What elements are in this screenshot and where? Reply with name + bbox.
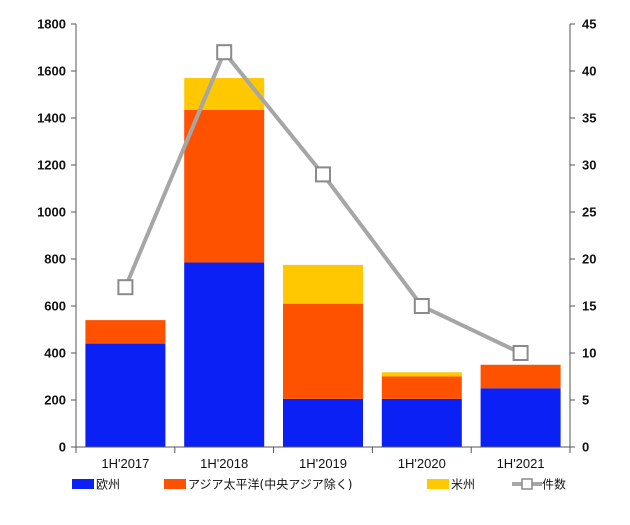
bar-0-2 [283,398,363,447]
count-point-3 [413,298,430,314]
bar-1-2 [283,303,363,399]
tick-label-right: 35 [582,111,596,126]
bar-2-3 [381,372,462,377]
tick-label-right: 40 [582,64,596,79]
tick-label-left: 1200 [37,158,66,173]
tick-label-left: 1800 [37,17,66,32]
bar-1-0 [85,320,166,344]
count-point-1 [216,44,233,61]
tick-label-right: 30 [582,158,596,173]
category-label: 1H'2021 [497,456,545,471]
legend-line-marker [521,478,533,490]
tick-label-left: 1400 [37,111,66,126]
bar-2-2 [283,264,363,304]
legend-label-1: アジア太平洋(中央アジア除く) [188,477,352,492]
legend-label-2: 米州 [451,478,475,492]
tick-label-right: 10 [582,346,596,361]
bar-2-1 [184,78,265,110]
legend-swatch-2 [427,479,449,489]
category-label: 1H'2020 [398,456,446,471]
count-point-0 [117,279,134,296]
bar-0-1 [184,262,265,447]
tick-label-right: 20 [582,252,596,267]
tick-label-right: 5 [582,393,589,408]
category-label: 1H'2019 [299,456,347,471]
legend-swatch-1 [164,479,186,489]
tick-label-right: 15 [582,299,596,314]
bar-0-4 [480,388,561,447]
bars-layer [85,78,561,447]
category-label: 1H'2017 [101,456,149,471]
count-point-2 [315,166,331,183]
tick-label-right: 25 [582,205,596,220]
bar-1-4 [480,364,561,389]
tick-label-left: 400 [44,346,66,361]
bar-1-3 [381,376,462,399]
category-label: 1H'2018 [200,456,248,471]
tick-label-right: 0 [582,440,589,455]
legend-swatch-0 [72,479,94,489]
tick-label-left: 600 [44,299,66,314]
axes-layer: 0 200 400 600 800 1000 1200 1400 1600 1800 0 5 10 15 2… [37,17,596,472]
bar-0-3 [381,398,462,447]
tick-label-left: 800 [44,252,66,267]
legend-label-3: 件数 [542,477,566,492]
bar-0-0 [85,343,166,447]
legend-label-0: 欧州 [96,478,120,492]
legend: 欧州 アジア太平洋(中央アジア除く) 米州 件数 [72,477,566,492]
bar-1-1 [184,109,265,263]
tick-label-left: 200 [44,393,66,408]
tick-label-left: 0 [59,440,66,455]
line-layer [117,44,529,361]
tick-label-left: 1600 [37,64,66,79]
tick-label-left: 1000 [37,205,66,220]
count-point-4 [512,345,529,361]
tick-label-right: 45 [582,17,596,32]
